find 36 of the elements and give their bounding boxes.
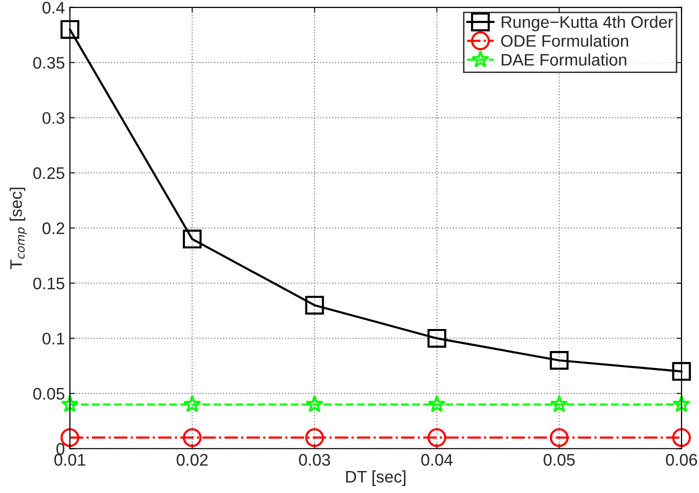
y-tick-label: 0.3 (42, 112, 64, 124)
y-tick-label: 0.05 (33, 388, 64, 400)
point (672, 395, 690, 412)
point (550, 395, 568, 412)
legend-label: ODE Formulation (501, 34, 628, 47)
legend-label: DAE Formulation (502, 53, 626, 66)
x-tick-label: 0.02 (176, 454, 208, 466)
point (183, 395, 202, 412)
point (182, 230, 202, 248)
y-tick-label: 0.25 (33, 167, 64, 180)
y-tick-label: 0.2 (42, 222, 64, 234)
x-tick-label: 0.05 (544, 454, 575, 466)
point (672, 362, 691, 381)
x-axis-title: DT [sec] (346, 470, 406, 486)
legend-label: Runge−Kutta 4th Order (502, 16, 673, 32)
x-tick-label: 0.04 (421, 454, 453, 466)
point (428, 395, 446, 412)
y-tick-label: 0 (56, 443, 64, 455)
x-tick-label: 0.03 (298, 454, 330, 466)
point (550, 351, 569, 370)
y-tick-label: 0.4 (42, 2, 65, 14)
y-axis-title: T$_{comp}$ [sec] (10, 188, 27, 270)
point (550, 428, 569, 447)
point (427, 428, 446, 447)
x-tick-label: 0.06 (666, 454, 698, 466)
point (306, 395, 324, 412)
point (182, 428, 202, 447)
point (305, 428, 324, 447)
x-tick-label: 0.01 (54, 454, 86, 466)
point (672, 428, 691, 447)
y-tick-label: 0.1 (42, 332, 64, 345)
point (305, 296, 324, 315)
point (427, 328, 446, 348)
y-tick-label: 0.15 (33, 278, 64, 290)
point (60, 20, 80, 39)
y-tick-label: 0.35 (33, 56, 64, 69)
